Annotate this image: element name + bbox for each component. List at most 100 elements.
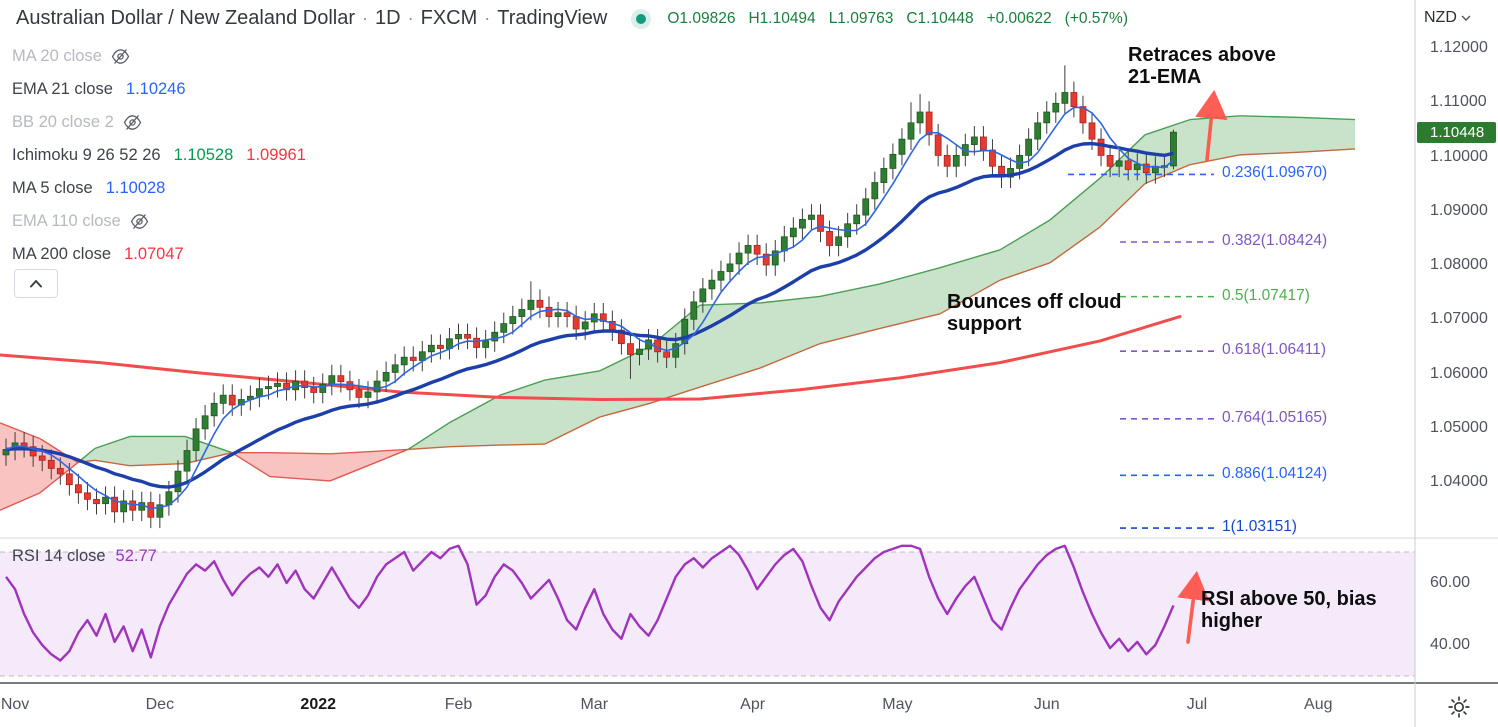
indicator-legend-row[interactable]: Ichimoku 9 26 52 26 1.10528 1.09961 [12,139,306,172]
ichimoku-span-a [1239,115,1301,119]
interval-label[interactable]: 1D [375,7,401,29]
candle-body [400,356,408,366]
candle-body [464,334,471,339]
candle-body [654,339,661,353]
candle-body [943,155,951,167]
indicator-value: 1.07047 [124,245,184,263]
candle-body [382,372,390,382]
exchange-label: FXCM [420,7,478,29]
indicator-legend-row[interactable]: BB 20 close 2 [12,106,306,139]
candle-body [898,138,906,155]
time-axis-label: Mar [580,696,609,713]
ichimoku-span-b [407,446,451,451]
rsi-line [5,544,1175,662]
annotation-text-line: Retraces above [1128,44,1276,66]
fib-level-label[interactable]: 0.764(1.05165) [1222,408,1328,426]
price-axis-currency[interactable]: NZD [1424,9,1471,27]
candle-body [581,321,589,330]
indicator-label: MA 200 close [12,245,112,263]
indicator-legend-row[interactable]: MA 200 close 1.07047 [12,238,306,271]
ichimoku-span-b [1299,148,1356,153]
ohlc-change-pct: (+0.57%) [1064,9,1128,27]
candle-body [427,344,435,353]
ichimoku-span-a [499,379,546,396]
candle-body [1106,155,1114,167]
fib-level-label[interactable]: 0.5(1.07417) [1222,286,1310,304]
symbol-title[interactable]: Australian Dollar / New Zealand Dollar [16,7,356,29]
candle-body [527,299,535,310]
candle-body [672,343,680,358]
ichimoku-span-a [1144,118,1191,136]
visibility-off-icon[interactable] [130,212,149,231]
annotation-rsi-above-50[interactable]: RSI above 50, bias higher [1201,588,1377,632]
price-axis-tick: 1.08000 [1430,256,1488,273]
candle-body [1142,163,1150,174]
fib-level-label[interactable]: 0.382(1.08424) [1222,231,1328,249]
candle-body [93,498,100,505]
ma200-line [0,315,1182,402]
ichimoku-cloud-segment [940,249,1000,314]
indicator-legend-row[interactable]: MA 5 close 1.10028 [12,172,306,205]
price-axis-tick: 1.04000 [1430,473,1488,490]
candle-body [690,301,698,320]
candle-body [572,316,580,330]
candle-body [663,351,671,358]
candle-body [980,136,987,151]
ichimoku-cloud-segment [1100,134,1145,228]
time-axis-label: 2022 [300,696,337,713]
candle-body [228,394,236,406]
candle-body [627,343,634,355]
annotation-retraces-above-ema[interactable]: Retraces above 21-EMA [1128,44,1276,88]
timezone-settings-button[interactable] [1447,695,1471,719]
time-axis[interactable]: Nov Dec 2022 Feb Mar Apr May Jun Jul Aug [0,683,1498,727]
visibility-off-icon[interactable] [111,47,130,66]
candle-body [1124,160,1132,170]
visibility-off-icon[interactable] [123,113,142,132]
price-axis-tick: 1.12000 [1430,39,1488,56]
indicator-legend-row[interactable]: MA 20 close [12,40,306,73]
candle-body [120,500,128,513]
candle-body [618,329,625,345]
candle-body [373,380,381,393]
annotation-bounces-off-cloud[interactable]: Bounces off cloud support [947,291,1121,335]
annotation-arrow-up[interactable] [1177,570,1210,644]
ichimoku-span-a [449,394,501,423]
indicator-legend-row[interactable]: EMA 21 close 1.10246 [12,73,306,106]
candle-body [75,484,82,494]
annotation-text-line: higher [1201,610,1263,632]
indicator-legend-row[interactable]: EMA 110 close [12,205,306,238]
candle-body [799,219,806,229]
candle-body [274,382,281,387]
candle-body [56,468,64,475]
candle-body [590,313,598,323]
fib-level-label[interactable]: 0.618(1.06411) [1222,341,1326,359]
ichimoku-cloud-segment [450,395,500,447]
candle-body [726,263,734,272]
market-status-icon[interactable] [631,8,652,29]
legend-collapse-button[interactable] [14,269,58,298]
candle-body [409,356,417,361]
indicator-legend: MA 20 close EMA 21 close 1.10246 BB 20 clos… [12,40,306,271]
candle-body [735,252,743,265]
rsi-legend-row[interactable]: RSI 14 close 52.77 [12,547,157,566]
last-price-label: 1.10448 [1417,121,1496,143]
price-axis[interactable]: NZD 1.12000 1.11000 1.10000 1.09000 1.08000 1… [1415,0,1498,683]
rsi-axis-tick: 60.00 [1430,574,1471,591]
time-axis-label: Jul [1186,696,1208,713]
ichimoku-span-b [449,444,501,448]
ichimoku-span-b [94,459,131,467]
ema21-line [5,141,1174,489]
ichimoku-span-a [544,370,601,381]
candle-body [491,331,499,342]
candle-body [636,348,643,355]
candle-body [219,394,227,404]
fib-level-label[interactable]: 0.236(1.09670) [1222,164,1328,182]
fib-level-label[interactable]: 0.886(1.04124) [1222,465,1328,483]
annotation-arrow-up[interactable] [1195,89,1228,162]
ichimoku-span-a [407,421,451,451]
candle-body [952,155,960,167]
annotation-text-line: support [947,313,1022,335]
fib-level-label[interactable]: 1(1.03151) [1222,518,1297,536]
